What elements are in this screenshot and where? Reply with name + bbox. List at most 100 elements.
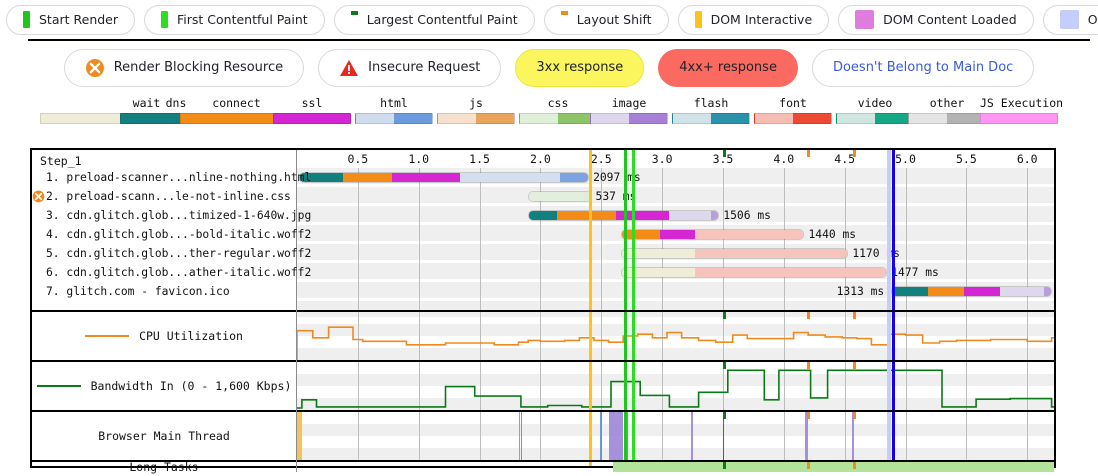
- waterfall-chart[interactable]: 0.50.51.01.01.51.52.02.02.52.53.03.03.53…: [30, 148, 1056, 474]
- axis-tick-top: 4.0: [773, 152, 795, 166]
- grid-line: [905, 312, 907, 360]
- mime-legend-label: js: [469, 96, 483, 110]
- request-label[interactable]: 6. cdn.glitch.glob...ather-italic.woff2: [46, 265, 311, 281]
- request-label[interactable]: 2. preload-scann...le-not-inline.css: [32, 189, 291, 205]
- grid-line: [905, 412, 907, 460]
- request-label-text: 3. cdn.glitch.glob...timized-1-640w.jpg: [46, 209, 312, 222]
- request-bar[interactable]: [528, 210, 720, 221]
- mime-legend-css: css: [519, 96, 597, 124]
- grid-line: [357, 168, 359, 448]
- request-bar[interactable]: [528, 191, 592, 202]
- marker-layout-shift-2: [853, 412, 857, 460]
- legend-pill-4xx-response[interactable]: 4xx+ response: [658, 48, 798, 87]
- legend-label: DOM Content Loaded: [883, 12, 1017, 27]
- request-bar[interactable]: [890, 286, 1052, 297]
- marker-largest-contentful-paint: [722, 312, 726, 360]
- row-stripe: [297, 374, 1054, 386]
- mime-legend-swatch-icon: [836, 113, 914, 124]
- panel-title: Long Tasks: [129, 460, 199, 474]
- legend-label: First Contentful Paint: [177, 12, 308, 27]
- marker-dom-interactive: [589, 150, 593, 466]
- main-thread-event: [804, 412, 808, 460]
- grid-line: [418, 312, 420, 360]
- mime-legend-label: html: [380, 96, 408, 110]
- main-thread-event: [691, 412, 693, 460]
- request-duration-label: 1440 ms: [808, 228, 857, 241]
- warning-triangle-icon: [340, 59, 359, 76]
- mime-legend-other: other: [908, 96, 986, 124]
- request-label[interactable]: 3. cdn.glitch.glob...timized-1-640w.jpg: [46, 208, 311, 224]
- mime-legend-ssl: ssl: [273, 96, 351, 124]
- grid-line: [479, 412, 481, 460]
- largest-contentful-paint-swatch-icon: [350, 11, 358, 28]
- bar-segment-ssl: [392, 173, 460, 182]
- legend-pill-first-contentful-paint[interactable]: First Contentful Paint: [144, 4, 325, 35]
- bar-segment-font: [695, 249, 848, 258]
- row-stripe: [297, 324, 1054, 336]
- legend-pill-layout-shift[interactable]: Layout Shift: [543, 4, 669, 35]
- marker-layout-shift-1: [806, 362, 810, 410]
- mime-legend-image: image: [590, 96, 668, 124]
- request-label[interactable]: 7. glitch.com - favicon.ico: [46, 284, 230, 300]
- request-label[interactable]: 4. cdn.glitch.glob...-bold-italic.woff2: [46, 227, 311, 243]
- bar-segment-ssl: [615, 211, 669, 220]
- row-stripe: [297, 301, 1054, 317]
- legend-label: On Load: [1087, 12, 1098, 27]
- request-bar[interactable]: [299, 172, 590, 183]
- legend-pill-render-blocking-resource[interactable]: Render Blocking Resource: [63, 48, 305, 87]
- mime-legend-swatch-icon: [754, 113, 832, 124]
- panel-cpu-utilization: CPU Utilization: [32, 310, 1054, 360]
- mime-legend-label: css: [547, 96, 569, 110]
- bar-segment-image: [668, 211, 719, 220]
- legend-pill-start-render[interactable]: Start Render: [6, 4, 136, 35]
- request-label[interactable]: 5. cdn.glitch.glob...ther-regular.woff2: [46, 246, 311, 262]
- legend-pill-doesnt-belong-to-main-doc[interactable]: Doesn't Belong to Main Doc: [811, 48, 1035, 87]
- grid-line: [783, 412, 785, 460]
- marker-start-render: [624, 412, 628, 460]
- panel-bandwidth-in: Bandwidth In (0 - 1,600 Kbps): [32, 360, 1054, 410]
- bar-segment-wait: [621, 249, 696, 258]
- grid-line: [601, 168, 603, 448]
- bar-segment-html: [459, 173, 589, 182]
- marker-on-load: [887, 412, 892, 460]
- legend-pill-insecure-request[interactable]: Insecure Request: [318, 48, 502, 87]
- legend-label: Start Render: [39, 12, 119, 27]
- request-bar[interactable]: [620, 229, 805, 240]
- legend-pill-dom-content-loaded[interactable]: DOM Content Loaded: [838, 4, 1034, 35]
- legend-pill-3xx-response[interactable]: 3xx response: [515, 48, 645, 87]
- request-label-column: Step_1 1. preload-scanner...nline-nothin…: [32, 150, 311, 466]
- grid-line: [662, 362, 664, 410]
- legend-label: Render Blocking Resource: [113, 60, 284, 75]
- axis-tick-top: 5.0: [895, 152, 916, 166]
- grid-line: [662, 168, 664, 448]
- waterfall-plot-area[interactable]: 0.50.51.01.01.51.52.02.02.52.53.03.03.53…: [297, 150, 1054, 466]
- mime-legend-swatch-icon: [355, 113, 433, 124]
- marker-layout-shift-2: [853, 462, 857, 472]
- start-render-swatch-icon: [23, 11, 30, 28]
- request-duration-label: 1313 ms: [836, 285, 885, 298]
- legend-pill-largest-contentful-paint[interactable]: Largest Contentful Paint: [333, 4, 535, 35]
- panel-title: Bandwidth In (0 - 1,600 Kbps): [90, 379, 292, 393]
- on-load-swatch-icon: [1059, 10, 1079, 29]
- grid-line: [966, 412, 968, 460]
- request-bar[interactable]: [620, 267, 888, 278]
- panel-title: Browser Main Thread: [98, 429, 230, 443]
- row-stripe: [297, 424, 1054, 436]
- request-bar[interactable]: [620, 248, 849, 259]
- first-contentful-paint-swatch-icon: [161, 11, 169, 28]
- legend-pill-dom-interactive[interactable]: DOM Interactive: [677, 4, 830, 35]
- main-thread-event: [600, 412, 602, 460]
- mime-type-legend: wait dns connect ssl html js css image flash font…: [0, 96, 1098, 136]
- grid-line: [783, 168, 785, 448]
- mime-legend-label: image: [611, 96, 647, 110]
- request-label[interactable]: 1. preload-scanner...nline-nothing.html: [46, 170, 311, 186]
- mime-legend-label: JS Execution: [980, 96, 1064, 110]
- legend-label: 4xx+ response: [679, 60, 777, 75]
- legend-pill-on-load[interactable]: On Load: [1042, 4, 1098, 35]
- mime-legend-connect: connect: [180, 96, 293, 124]
- panel-line-key-icon: [36, 385, 81, 387]
- request-label-text: 6. cdn.glitch.glob...ather-italic.woff2: [46, 266, 312, 279]
- request-duration-label: 2097 ms: [593, 171, 641, 184]
- grid-line: [540, 412, 542, 460]
- marker-first-contentful-paint: [631, 150, 635, 466]
